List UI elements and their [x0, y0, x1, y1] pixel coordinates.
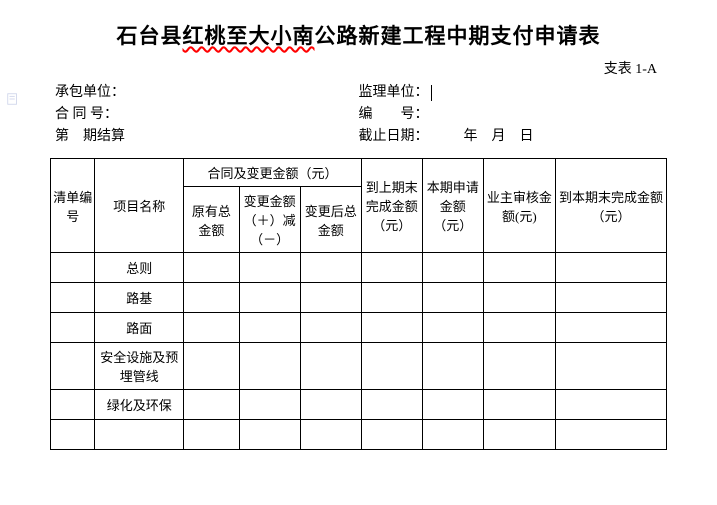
- text-cursor: [431, 85, 432, 101]
- cell: [483, 283, 555, 313]
- day-label: 日: [520, 129, 534, 144]
- table-row: 总则: [51, 253, 667, 283]
- supervisor-row[interactable]: 监理单位：: [359, 82, 663, 104]
- header-info: 承包单位： 合 同 号： 第 期结算 监理单位： 编 号： 截止日期： 年 月 …: [50, 82, 667, 148]
- cell: [184, 283, 239, 313]
- cell: [184, 253, 239, 283]
- th-current-request: 本期申请金额（元）: [422, 159, 483, 253]
- cell: [422, 313, 483, 343]
- settlement-row: 第 期结算: [55, 126, 359, 148]
- cell: [555, 253, 666, 283]
- cell: [422, 253, 483, 283]
- serial-row: 编 号：: [359, 104, 663, 126]
- cell-name: 安全设施及预埋管线: [95, 343, 184, 390]
- cell-name: [95, 420, 184, 450]
- header-left: 承包单位： 合 同 号： 第 期结算: [55, 82, 359, 148]
- cell: [361, 343, 422, 390]
- cell: [483, 253, 555, 283]
- header-right: 监理单位： 编 号： 截止日期： 年 月 日: [359, 82, 663, 148]
- cell: [555, 283, 666, 313]
- cell: [483, 420, 555, 450]
- cell: [361, 313, 422, 343]
- table-row: 安全设施及预埋管线: [51, 343, 667, 390]
- cell: [239, 313, 300, 343]
- cell: [184, 390, 239, 420]
- cell: [300, 253, 361, 283]
- th-prev-completed: 到上期末完成金额（元）: [361, 159, 422, 253]
- title-prefix: 石台县: [117, 24, 183, 48]
- cell: [300, 283, 361, 313]
- cell: [239, 283, 300, 313]
- cell-list-no: [51, 420, 95, 450]
- cell: [555, 390, 666, 420]
- th-to-current-completed: 到本期末完成金额（元）: [555, 159, 666, 253]
- cell-list-no: [51, 253, 95, 283]
- cell-name: 总则: [95, 253, 184, 283]
- cell: [422, 420, 483, 450]
- th-owner-audit: 业主审核金额(元): [483, 159, 555, 253]
- cell-name: 路基: [95, 283, 184, 313]
- th-original-total: 原有总金额: [184, 187, 239, 253]
- cell: [422, 390, 483, 420]
- cell: [300, 420, 361, 450]
- cell-list-no: [51, 390, 95, 420]
- cell: [184, 343, 239, 390]
- cell: [361, 283, 422, 313]
- month-label: 月: [492, 129, 506, 144]
- cell: [361, 390, 422, 420]
- cell: [555, 343, 666, 390]
- cell: [300, 343, 361, 390]
- cell-list-no: [51, 283, 95, 313]
- year-label: 年: [464, 129, 478, 144]
- cell: [555, 420, 666, 450]
- contract-no-row: 合 同 号：: [55, 104, 359, 126]
- payment-table: 清单编号 项目名称 合同及变更金额（元） 到上期末完成金额（元） 本期申请金额（…: [50, 158, 667, 450]
- cell: [361, 253, 422, 283]
- cell: [483, 313, 555, 343]
- title-wavy: 红桃至大小南: [183, 24, 315, 48]
- cell: [239, 420, 300, 450]
- deadline-label: 截止日期：: [359, 129, 429, 144]
- cell: [300, 390, 361, 420]
- th-project-name: 项目名称: [95, 159, 184, 253]
- cell-name: 路面: [95, 313, 184, 343]
- page-title: 石台县红桃至大小南公路新建工程中期支付申请表: [50, 20, 667, 50]
- deadline-row: 截止日期： 年 月 日: [359, 126, 663, 148]
- cell: [483, 343, 555, 390]
- form-code: 支表 1-A: [50, 58, 667, 78]
- th-change-amount: 变更金额（＋）减（－）: [239, 187, 300, 253]
- title-suffix: 公路新建工程中期支付申请表: [315, 24, 601, 48]
- cell: [184, 420, 239, 450]
- cell: [239, 390, 300, 420]
- cell-list-no: [51, 313, 95, 343]
- cell-list-no: [51, 343, 95, 390]
- cell-name: 绿化及环保: [95, 390, 184, 420]
- cell: [361, 420, 422, 450]
- cell: [184, 313, 239, 343]
- cell: [239, 343, 300, 390]
- table-row: [51, 420, 667, 450]
- table-row: 绿化及环保: [51, 390, 667, 420]
- th-list-no: 清单编号: [51, 159, 95, 253]
- cell: [239, 253, 300, 283]
- document-edge-icon: [6, 92, 20, 106]
- cell: [422, 343, 483, 390]
- cell: [300, 313, 361, 343]
- table-row: 路基: [51, 283, 667, 313]
- cell: [555, 313, 666, 343]
- contractor-row: 承包单位：: [55, 82, 359, 104]
- cell: [422, 283, 483, 313]
- document-page: 石台县红桃至大小南公路新建工程中期支付申请表 支表 1-A 承包单位： 合 同 …: [0, 0, 717, 450]
- supervisor-label: 监理单位：: [359, 85, 429, 100]
- table-row: 路面: [51, 313, 667, 343]
- th-contract-change: 合同及变更金额（元）: [184, 159, 362, 187]
- th-after-change-total: 变更后总金额: [300, 187, 361, 253]
- cell: [483, 390, 555, 420]
- table-body: 总则 路基 路面 安全设施及预埋管线 绿化及环保: [51, 253, 667, 450]
